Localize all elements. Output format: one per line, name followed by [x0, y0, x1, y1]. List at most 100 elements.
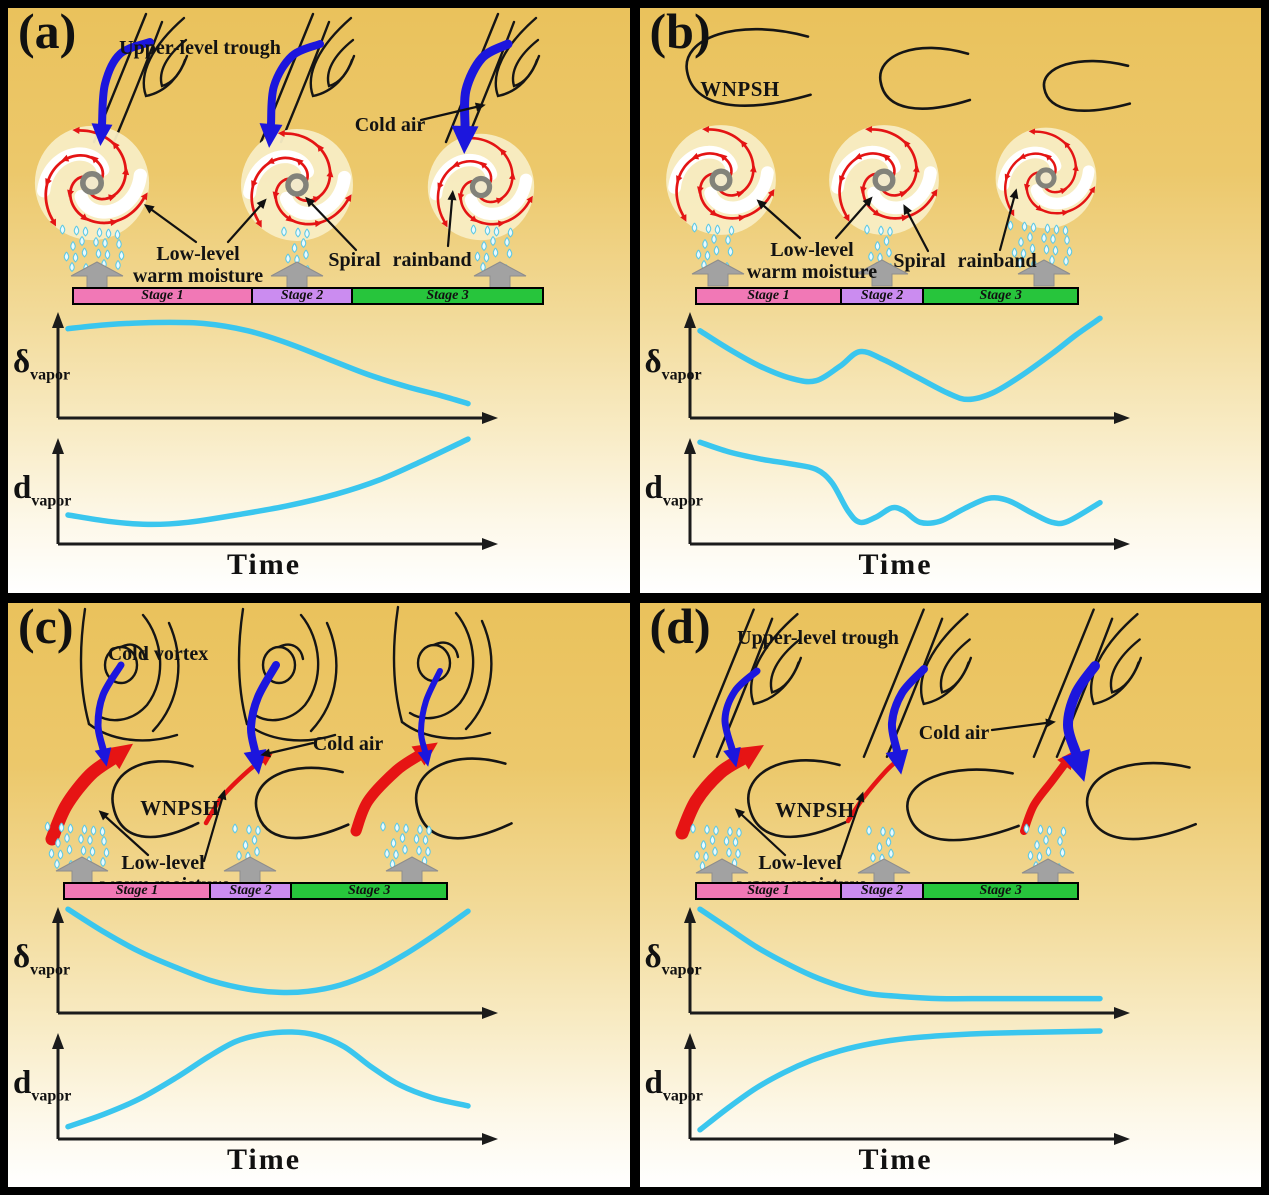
ylabel-delta-vapor: δvapor: [644, 344, 702, 384]
cold-air-arrow: [91, 38, 154, 146]
label-spiral-rainband: Spiral rainband: [328, 249, 471, 271]
annotation-arrow: [202, 788, 227, 862]
warm-moist-flow-arrow: [45, 743, 134, 845]
ylabel-delta-vapor: δvapor: [13, 344, 71, 384]
delta-vapor-plot: [52, 312, 498, 424]
cold-air-arrow: [94, 661, 125, 767]
trend-curve: [696, 439, 1103, 527]
label-low-level-line1: Low-level: [121, 852, 205, 874]
stage-2-label: Stage 2: [860, 882, 904, 898]
panel-d-illustration: Upper-level trough Cold air WNPSH Low-le…: [675, 607, 1197, 896]
label-low-level-line1: Low-level: [156, 243, 240, 265]
stage-bar: Stage 1 Stage 2 Stage 3: [694, 881, 1084, 900]
stage-1-label: Stage 1: [747, 882, 790, 898]
scene-drawing: [34, 12, 541, 289]
wnpsh-ridge-line: [111, 759, 200, 838]
rain-cluster: [691, 222, 734, 273]
annotation-arrow: [756, 199, 801, 240]
label-upper-level-trough: Upper-level trough: [119, 37, 281, 59]
label-cold-air: Cold air: [918, 722, 989, 744]
panel-d: (d) Upper-level trough Cold air WNPSH Lo…: [639, 602, 1261, 1187]
wnpsh-ridge-line: [878, 46, 971, 110]
panel-c-letter: (c): [18, 602, 74, 654]
panel-b-letter: (b): [649, 8, 711, 59]
label-cold-air: Cold air: [313, 733, 384, 755]
stage-bar: Stage 1 Stage 2 Stage 3: [63, 881, 452, 900]
annotation-arrow: [143, 204, 198, 244]
annotation-arrow: [990, 718, 1056, 731]
scene-drawing: [44, 605, 513, 883]
d-vapor-plot: [683, 1027, 1130, 1145]
updraft-arrow-icon: [70, 261, 124, 289]
stage-1-segment: Stage 1: [694, 287, 843, 305]
annotation-arrow: [419, 102, 486, 122]
cold-air-arrow: [259, 40, 324, 148]
axes: [52, 438, 498, 550]
typhoon-icon: [665, 125, 776, 235]
stage-3-label: Stage 3: [979, 288, 1022, 303]
annotation-arrow: [98, 809, 150, 856]
stage-2-segment: Stage 2: [208, 881, 293, 900]
stage-3-label: Stage 3: [426, 288, 469, 303]
wnpsh-ridge-line: [905, 767, 1020, 841]
label-cold-vortex: Cold vortex: [108, 643, 209, 665]
stage-1-segment: Stage 1: [694, 881, 843, 900]
updraft-arrow-icon: [691, 259, 744, 287]
x-axis-label-time: Time: [226, 1142, 302, 1176]
panel-c-illustration: Cold vortex Cold air WNPSH Low-level war…: [44, 605, 513, 896]
cold-vortex-icon: [392, 605, 493, 740]
upper-level-trough-icon: [1032, 607, 1142, 758]
label-low-level-line2: warm moisture: [746, 261, 876, 283]
scene-drawing: [665, 28, 1131, 287]
annotation-arrow: [305, 196, 358, 252]
annotation-arrow: [838, 791, 864, 860]
stage-3-label: Stage 3: [348, 882, 391, 898]
trend-curve: [65, 436, 471, 528]
stage-2-segment: Stage 2: [840, 287, 924, 305]
stage-1-label: Stage 1: [115, 882, 159, 898]
axes: [683, 906, 1130, 1019]
stage-2-segment: Stage 2: [250, 287, 354, 305]
delta-vapor-plot: [683, 312, 1130, 424]
panel-b: (b) WNPSH Low-level warm moisture Spiral…: [639, 8, 1261, 593]
updraft-arrow-icon: [270, 261, 324, 289]
panel-a-illustration: Upper-level trough Cold air Low-level wa…: [34, 12, 541, 289]
wnpsh-ridge-line: [746, 758, 847, 838]
wnpsh-ridge-line: [1085, 761, 1197, 840]
wnpsh-ridge-line: [254, 766, 350, 839]
stage-1-segment: Stage 1: [63, 881, 211, 900]
x-axis-label-time: Time: [858, 1142, 933, 1176]
annotation-arrow: [260, 741, 315, 757]
updraft-arrow-icon: [855, 259, 908, 287]
label-cold-air: Cold air: [355, 114, 426, 136]
stage-2-label: Stage 2: [229, 882, 272, 898]
cold-air-arrow: [417, 667, 443, 767]
trend-curve: [65, 1028, 471, 1129]
panel-a-letter: (a): [18, 8, 77, 59]
axes: [683, 312, 1130, 424]
ylabel-delta-vapor: δvapor: [644, 938, 702, 979]
delta-vapor-plot: [683, 905, 1130, 1019]
stage-3-label: Stage 3: [979, 882, 1022, 898]
label-upper-level-trough: Upper-level trough: [737, 627, 899, 649]
ylabel-d-vapor: dvapor: [644, 1064, 703, 1105]
trend-curve: [696, 905, 1103, 1001]
annotation-arrow: [226, 198, 267, 244]
panel-c: (c) Cold vortex Cold air WNPSH Low-level…: [8, 602, 630, 1187]
rain-cluster: [59, 224, 125, 275]
axes: [52, 1032, 498, 1145]
trend-curve: [65, 319, 471, 407]
upper-level-trough-icon: [444, 12, 541, 144]
rain-cluster: [865, 825, 895, 874]
stage-3-segment: Stage 3: [921, 881, 1080, 900]
annotation-arrow: [446, 190, 457, 248]
ylabel-d-vapor: dvapor: [13, 470, 72, 510]
label-wnpsh: WNPSH: [700, 77, 780, 101]
x-axis-label-time: Time: [226, 548, 302, 581]
trend-curve: [696, 315, 1103, 403]
axes: [52, 906, 498, 1019]
typhoon-icon: [828, 125, 939, 235]
stage-1-label: Stage 1: [141, 288, 184, 303]
label-wnpsh: WNPSH: [140, 796, 220, 820]
x-axis-label-time: Time: [858, 548, 933, 581]
